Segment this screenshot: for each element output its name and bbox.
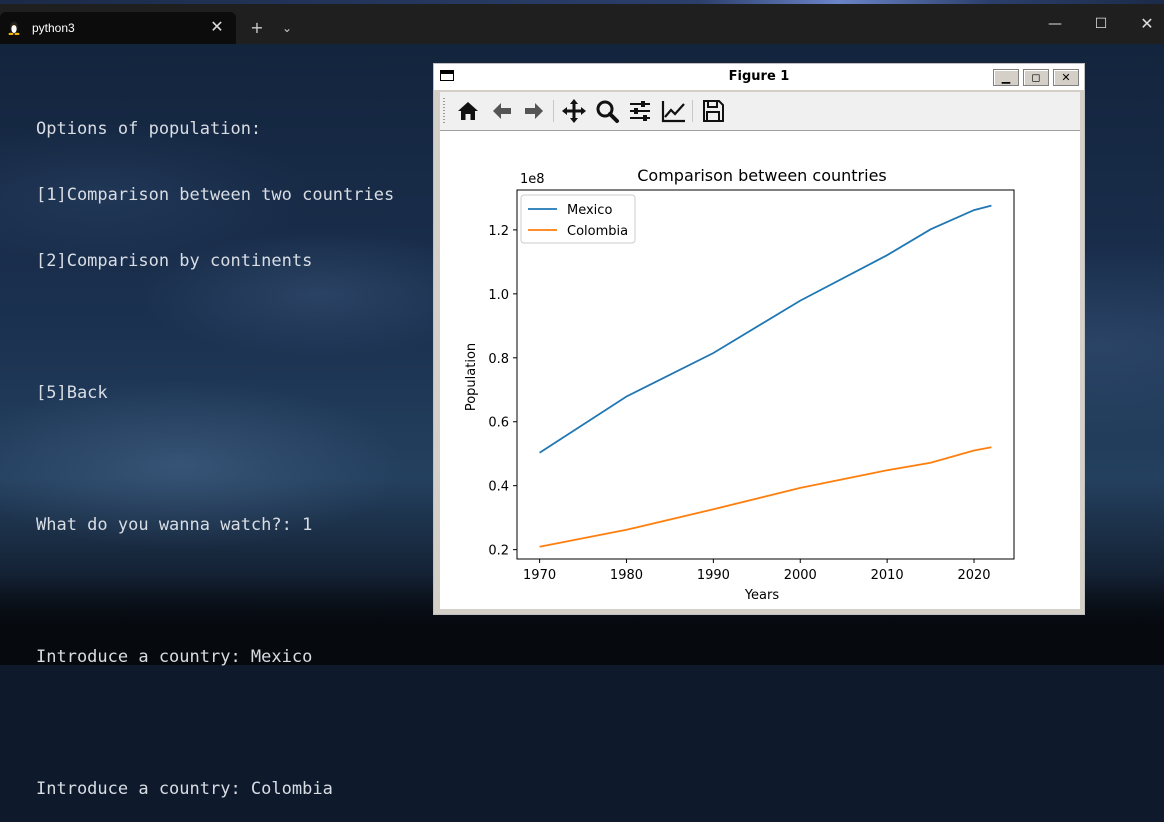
figure-titlebar[interactable]: Figure 1 ▁ ◻ ✕ xyxy=(434,64,1084,90)
terminal-line: Introduce a country: Mexico xyxy=(36,647,313,667)
x-tick-label: 1980 xyxy=(610,568,643,583)
x-tick-label: 2010 xyxy=(871,568,904,583)
x-tick-label: 2020 xyxy=(957,568,990,583)
legend-label: Mexico xyxy=(567,203,612,218)
maximize-icon[interactable]: ☐ xyxy=(1094,16,1108,32)
figure-title: Figure 1 xyxy=(728,69,790,84)
terminal-titlebar: python3 ✕ + ⌄ — ☐ ✕ xyxy=(0,0,1164,44)
terminal-line: Options of population: xyxy=(36,119,262,139)
window-app-icon[interactable] xyxy=(440,70,454,81)
new-tab-icon[interactable]: + xyxy=(250,18,264,37)
figure-window: Figure 1 ▁ ◻ ✕ xyxy=(433,63,1085,615)
tab-python3[interactable]: python3 ✕ xyxy=(0,12,236,44)
legend-box xyxy=(520,194,636,244)
y-offset-label: 1e8 xyxy=(520,172,545,187)
toolbar-separator xyxy=(553,100,554,122)
chevron-down-icon[interactable]: ⌄ xyxy=(281,21,293,35)
y-tick-label: 0.8 xyxy=(488,352,509,367)
terminal-line: [5]Back xyxy=(36,383,108,403)
x-tick-label: 1990 xyxy=(697,568,730,583)
toolbar-grip xyxy=(443,98,445,124)
figure-minimize-button[interactable]: ▁ xyxy=(993,69,1019,86)
y-tick-label: 0.6 xyxy=(488,416,509,431)
pan-icon[interactable] xyxy=(560,97,588,125)
terminal-line xyxy=(36,316,394,338)
figure-maximize-button[interactable]: ◻ xyxy=(1023,69,1049,86)
chart-title: Comparison between countries xyxy=(637,166,887,185)
figure-close-button[interactable]: ✕ xyxy=(1053,69,1079,86)
y-tick-label: 1.2 xyxy=(488,224,509,239)
minimize-icon[interactable]: — xyxy=(1048,16,1062,32)
terminal-line xyxy=(36,580,394,602)
subplots-icon[interactable] xyxy=(626,97,654,125)
plot-area: 1970 1980 1990 2000 2010 2020 0.2 0.4 0.6 0.8 1.0 1… xyxy=(488,189,1015,583)
series-line-mexico xyxy=(539,204,992,454)
figure-canvas[interactable]: Comparison between countries 1e8 Years P… xyxy=(440,131,1080,609)
close-window-icon[interactable]: ✕ xyxy=(1140,14,1154,33)
zoom-icon[interactable] xyxy=(593,97,621,125)
tux-icon xyxy=(8,21,20,35)
y-tick-label: 0.4 xyxy=(488,480,509,495)
home-icon[interactable] xyxy=(454,97,482,125)
terminal-line: Introduce a country: Colombia xyxy=(36,779,333,799)
titlebar-glow xyxy=(0,0,1164,4)
terminal-output[interactable]: Options of population: [1]Comparison bet… xyxy=(36,74,394,822)
legend-label: Colombia xyxy=(567,224,628,239)
chart-svg: Comparison between countries 1e8 Years P… xyxy=(464,166,1015,603)
forward-arrow-icon[interactable] xyxy=(520,97,548,125)
series-line-colombia xyxy=(539,446,992,548)
terminal-line: What do you wanna watch?: 1 xyxy=(36,515,313,535)
y-tick-label: 0.2 xyxy=(488,544,509,559)
x-tick-label: 1970 xyxy=(523,568,556,583)
x-axis-label: Years xyxy=(744,588,780,603)
save-icon[interactable] xyxy=(699,97,727,125)
terminal-line: [1]Comparison between two countries xyxy=(36,185,395,205)
axes-edit-icon[interactable] xyxy=(660,97,688,125)
terminal-line xyxy=(36,448,394,470)
plot-frame xyxy=(516,189,1015,560)
terminal-line: [2]Comparison by continents xyxy=(36,251,313,271)
tab-close-icon[interactable]: ✕ xyxy=(210,17,224,36)
y-tick-label: 1.0 xyxy=(488,288,509,303)
back-arrow-icon[interactable] xyxy=(488,97,516,125)
toolbar-separator xyxy=(692,100,693,122)
y-axis-label: Population xyxy=(464,343,479,411)
tab-title: python3 xyxy=(32,21,75,35)
terminal-line xyxy=(36,712,394,734)
figure-toolbar xyxy=(440,92,1080,131)
x-tick-label: 2000 xyxy=(784,568,817,583)
